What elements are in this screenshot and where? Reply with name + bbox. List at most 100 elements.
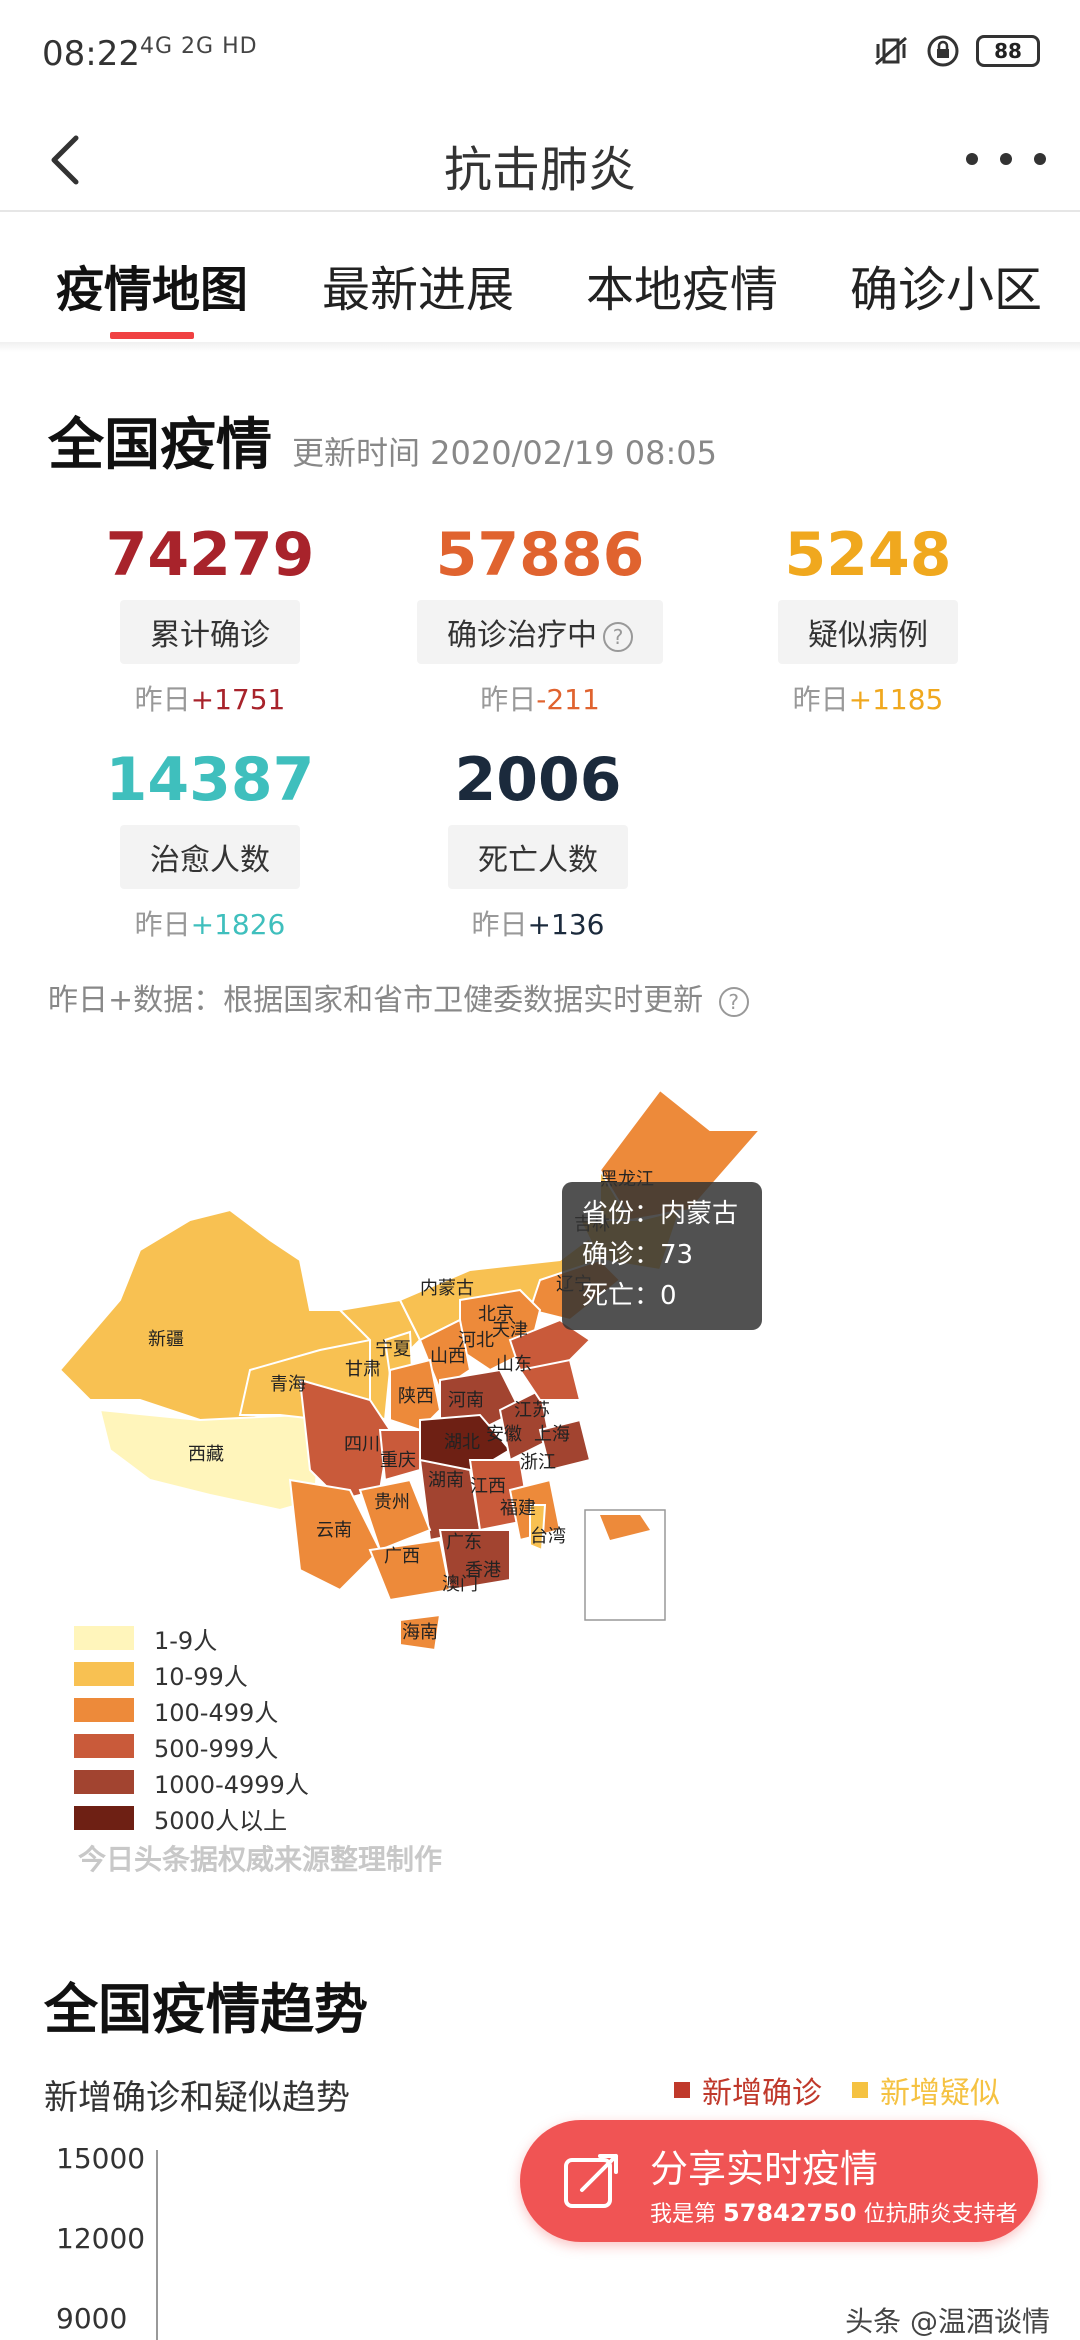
label-yunnan: 云南 [316, 1520, 352, 1541]
legend-new-confirmed[interactable]: 新增确诊 [674, 2068, 822, 2112]
label-guizhou: 贵州 [374, 1492, 410, 1513]
label-hebei: 河北 [458, 1330, 494, 1351]
legend-item: 5000人以上 [74, 1800, 309, 1836]
label-inner-mongolia: 内蒙古 [420, 1278, 474, 1299]
app-bar: 抗击肺炎 [0, 110, 1080, 210]
divider [0, 210, 1080, 212]
province-jiangsu [518, 1358, 582, 1401]
label-tibet: 西藏 [188, 1444, 224, 1465]
mute-vibrate-icon [875, 36, 907, 66]
battery-indicator: 88 [976, 35, 1040, 67]
province-guizhou [358, 1478, 432, 1552]
tab-epidemic-map[interactable]: 疫情地图 [40, 212, 264, 342]
province-guangdong [438, 1529, 511, 1592]
stat-label[interactable]: 确诊治疗中? [417, 600, 663, 664]
share-title: 分享实时疫情 [650, 2147, 879, 2191]
stat-label: 死亡人数 [448, 825, 628, 889]
south-china-sea-inset [584, 1509, 666, 1621]
label-tianjin: 天津 [492, 1320, 528, 1341]
label-jiangsu: 江苏 [514, 1400, 550, 1421]
label-guangxi: 广西 [384, 1546, 420, 1567]
share-realtime-button[interactable]: 分享实时疫情 我是第 57842750 位抗肺炎支持者 [520, 2120, 1038, 2242]
label-chongqing: 重庆 [380, 1450, 416, 1471]
label-anhui: 安徽 [486, 1424, 522, 1445]
stat-value: 74279 [105, 520, 315, 590]
stat-value: 14387 [105, 745, 315, 815]
tooltip-deaths: 死亡：0 [582, 1281, 677, 1311]
stat-cumulative-confirmed: 74279 累计确诊 昨日+1751 [80, 520, 340, 718]
tabs-shadow [0, 342, 1080, 352]
help-icon[interactable]: ? [718, 986, 749, 1017]
tooltip-province: 省份：内蒙古 [582, 1199, 739, 1229]
tab-label: 疫情地图 [55, 262, 248, 318]
y-tick: 15000 [56, 2142, 146, 2175]
tooltip-confirmed: 确诊：73 [582, 1240, 694, 1270]
watermark: 头条 @温酒谈情 [845, 2305, 1050, 2338]
label-hubei: 湖北 [444, 1432, 480, 1453]
label-hainan: 海南 [402, 1622, 438, 1643]
tab-label: 本地疫情 [585, 262, 778, 318]
network-indicator: 4G 2G HD [140, 34, 258, 59]
stat-delta: 昨日+1751 [134, 683, 286, 716]
tab-local-epidemic[interactable]: 本地疫情 [570, 212, 794, 342]
stat-label: 累计确诊 [120, 600, 300, 664]
label-guangdong: 广东 [446, 1532, 482, 1553]
tab-confirmed-communities[interactable]: 确诊小区 [834, 212, 1058, 342]
y-tick: 9000 [56, 2302, 128, 2335]
data-footnote: 昨日+数据：根据国家和省市卫健委数据实时更新 ? [48, 975, 749, 1019]
more-options-icon[interactable] [966, 134, 1046, 184]
help-icon: ? [603, 621, 633, 652]
label-hunan: 湖南 [428, 1470, 464, 1491]
label-xinjiang: 新疆 [148, 1329, 184, 1350]
map-source: 今日头条据权威来源整理制作 [78, 1843, 443, 1876]
stat-deaths: 2006 死亡人数 昨日+136 [408, 745, 668, 943]
tab-bar: 疫情地图 最新进展 本地疫情 确诊小区 [0, 212, 1080, 342]
label-fujian: 福建 [500, 1498, 536, 1519]
status-bar: 08:22 4G 2G HD 88 [0, 0, 1080, 110]
province-hainan [399, 1613, 442, 1652]
stat-value: 57886 [435, 520, 645, 590]
trend-title: 全国疫情趋势 [44, 1978, 368, 2041]
trend-legend: 新增确诊 新增疑似 [674, 2068, 1000, 2112]
map-tooltip: 省份：内蒙古 确诊：73 死亡：0 [562, 1182, 762, 1330]
stat-under-treatment: 57886 确诊治疗中? 昨日-211 [410, 520, 670, 718]
label-shanxi: 山西 [430, 1346, 466, 1367]
stat-delta: 昨日+1185 [792, 683, 944, 716]
map-legend: 1-9人 10-99人 100-499人 500-999人 1000-4999人… [74, 1620, 309, 1836]
label-qinghai: 青海 [270, 1374, 306, 1395]
legend-new-suspected[interactable]: 新增疑似 [852, 2068, 1000, 2112]
label-hongkong: 香港 [465, 1560, 501, 1581]
stat-suspected: 5248 疑似病例 昨日+1185 [738, 520, 998, 718]
stat-label: 疑似病例 [778, 600, 958, 664]
stat-label: 治愈人数 [120, 825, 300, 889]
label-gansu: 甘肃 [345, 1359, 381, 1380]
tab-label: 最新进展 [321, 262, 514, 318]
tab-label: 确诊小区 [849, 262, 1042, 318]
province-chongqing [378, 1429, 421, 1482]
label-taiwan: 台湾 [530, 1526, 566, 1547]
label-ningxia: 宁夏 [375, 1339, 411, 1360]
label-macau: 澳门 [442, 1574, 478, 1595]
province-shandong [508, 1318, 592, 1371]
y-tick: 12000 [56, 2222, 146, 2255]
status-time: 08:22 [42, 34, 140, 74]
stat-delta: 昨日-211 [480, 683, 600, 716]
back-icon[interactable] [40, 128, 100, 192]
label-beijing: 北京 [478, 1304, 514, 1325]
stat-delta: 昨日+1826 [134, 908, 286, 941]
page-title: 抗击肺炎 [443, 142, 636, 198]
active-tab-indicator [110, 332, 194, 339]
province-taiwan [529, 1504, 547, 1552]
label-shanghai: 上海 [534, 1424, 570, 1445]
chart-y-axis [156, 2150, 158, 2340]
legend-item: 500-999人 [74, 1728, 309, 1764]
tab-latest-progress[interactable]: 最新进展 [306, 212, 530, 342]
legend-item: 100-499人 [74, 1692, 309, 1728]
update-time: 更新时间 2020/02/19 08:05 [292, 434, 718, 472]
china-map[interactable]: 新疆 西藏 青海 甘肃 宁夏 内蒙古 黑龙江 吉林 辽宁 北京 天津 河北 山西… [40, 1070, 1050, 1870]
stat-value: 2006 [454, 745, 622, 815]
stat-recovered: 14387 治愈人数 昨日+1826 [80, 745, 340, 943]
national-header: 全国疫情 更新时间 2020/02/19 08:05 [48, 400, 717, 481]
province-zhejiang [538, 1418, 592, 1472]
trend-subtitle: 新增确诊和疑似趋势 [44, 2078, 350, 2118]
